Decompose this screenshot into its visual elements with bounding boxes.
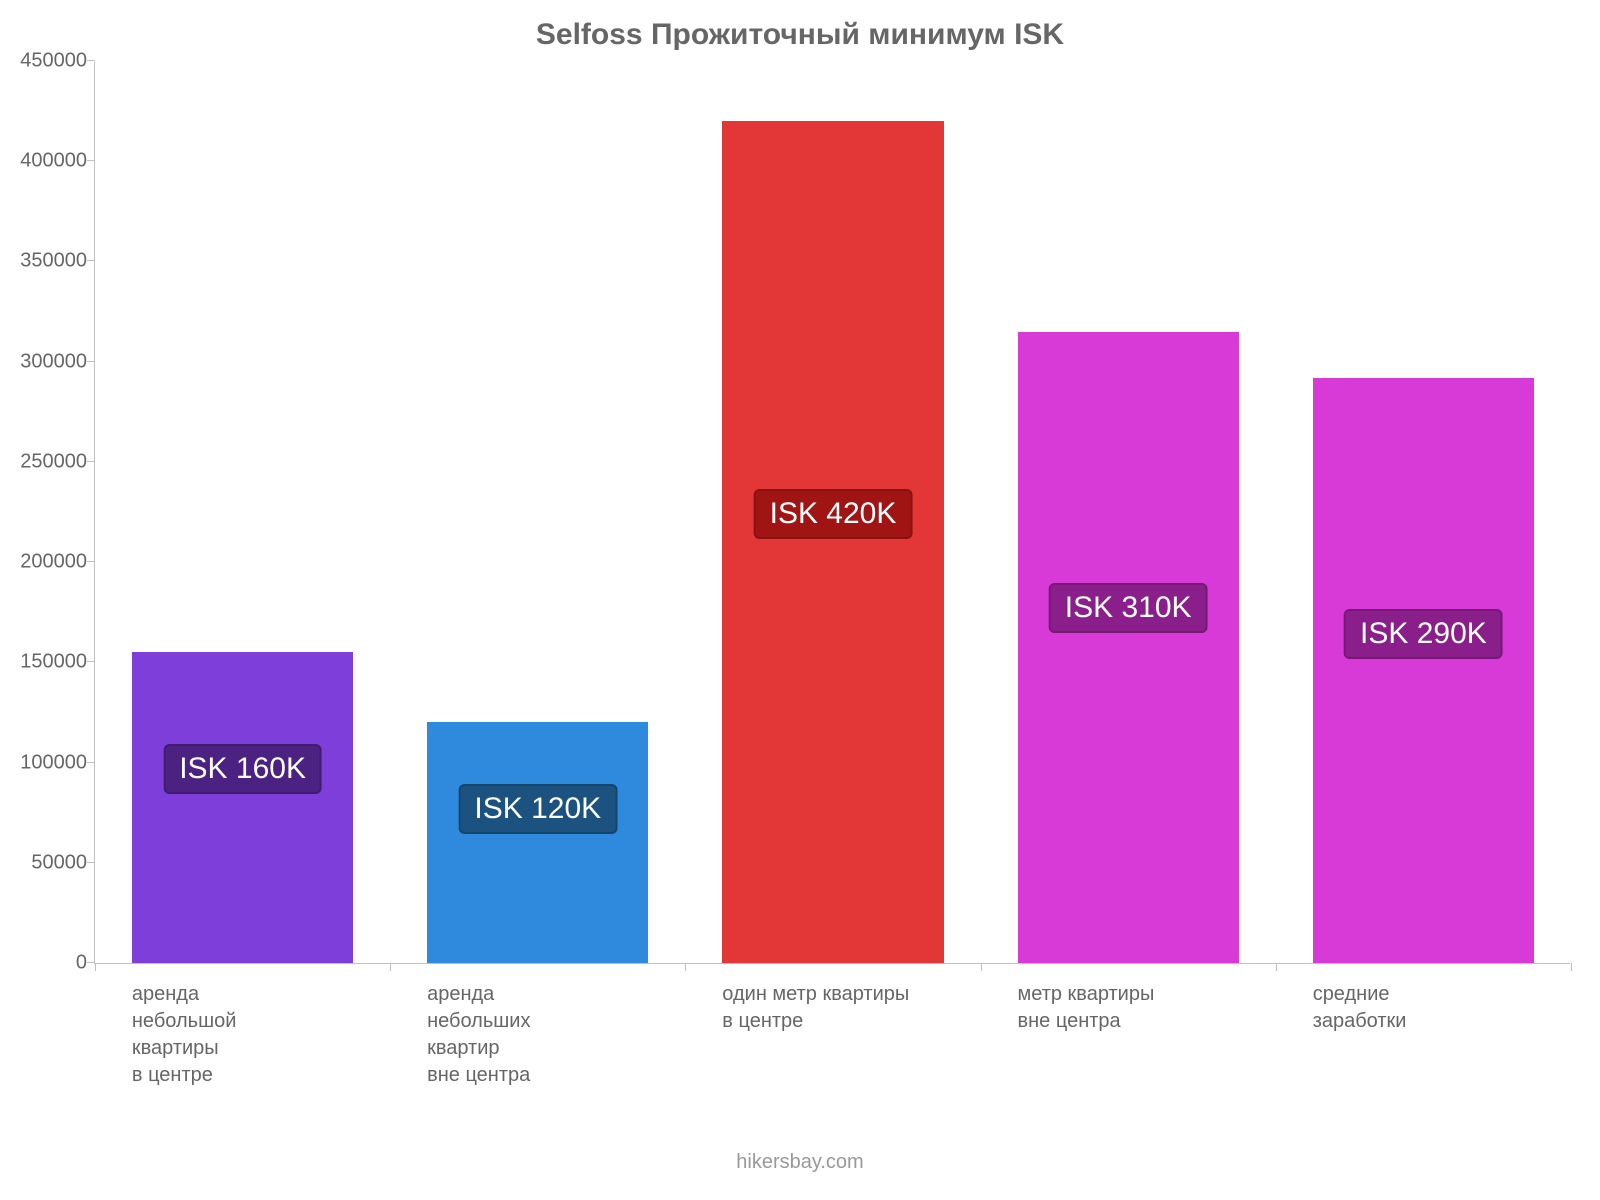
chart-credit: hikersbay.com [0,1151,1600,1174]
y-tick-label: 250000 [20,450,95,473]
y-tick-label: 100000 [20,751,95,774]
y-tick-label: 150000 [20,651,95,674]
bar-value-label: ISK 420K [754,489,913,539]
x-tick-mark [1571,963,1572,971]
x-tick-mark [685,963,686,971]
x-tick-mark [1276,963,1277,971]
bar [1313,378,1534,963]
plot-area: 0500001000001500002000002500003000003500… [94,62,1570,964]
category-label: средниезаработки [1313,981,1534,1035]
bar [722,121,943,963]
x-tick-mark [390,963,391,971]
category-label: аренданебольшойквартирыв центре [132,981,353,1089]
y-tick-label: 0 [76,952,95,975]
x-tick-mark [981,963,982,971]
category-label: метр квартирывне центра [1018,981,1239,1035]
bar-chart: Selfoss Прожиточный минимум ISK 05000010… [0,0,1600,1200]
bar-value-label: ISK 290K [1344,609,1503,659]
y-tick-label: 50000 [31,851,95,874]
bar-value-label: ISK 160K [163,744,322,794]
bar-value-label: ISK 120K [458,784,617,834]
y-tick-label: 350000 [20,250,95,273]
x-tick-mark [95,963,96,971]
y-tick-label: 450000 [20,50,95,73]
y-tick-label: 200000 [20,551,95,574]
bar [132,652,353,963]
category-label: аренданебольшихквартирвне центра [427,981,648,1089]
chart-title: Selfoss Прожиточный минимум ISK [0,18,1600,52]
bar [427,722,648,963]
y-tick-label: 300000 [20,350,95,373]
bar [1018,332,1239,963]
bar-value-label: ISK 310K [1049,583,1208,633]
category-label: один метр квартирыв центре [722,981,943,1035]
y-tick-label: 400000 [20,150,95,173]
